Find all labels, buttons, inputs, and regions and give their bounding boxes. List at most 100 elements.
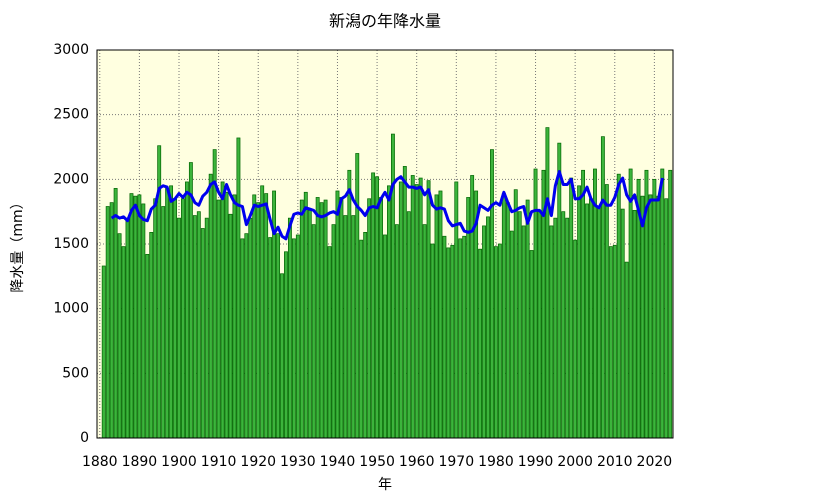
bar [192,215,197,439]
bar [379,197,383,439]
bar [141,203,146,439]
bar [331,224,336,439]
x-tick-label: 1980 [478,454,514,470]
x-tick-label: 1970 [438,454,474,470]
bar [501,193,506,439]
bar [577,185,582,439]
bar [545,127,550,439]
bar [236,137,241,439]
bar [525,199,530,439]
x-tick-label: 1990 [518,454,554,470]
bar [260,185,265,439]
bar [371,172,376,439]
bar [276,233,280,439]
y-tick-label: 0 [80,430,89,446]
bar [184,181,189,439]
bar [509,230,514,439]
bar [121,246,126,439]
bar [387,185,391,439]
bar [268,237,273,439]
y-axis-label: 降水量（mm） [10,195,26,292]
bar [161,206,166,439]
bar [406,211,411,439]
moving-average-line [110,170,664,241]
bar [418,177,423,439]
bar [648,194,653,439]
bar [363,232,368,439]
x-tick-label: 1950 [359,454,395,470]
bar [470,175,475,439]
bar [307,210,312,439]
bar [442,235,447,439]
x-tick-label: 1910 [201,454,237,470]
bar [252,194,257,439]
bar [367,198,372,439]
bar [323,199,328,439]
x-tick-label: 2010 [597,454,633,470]
chart-title: 新潟の年降水量 [329,12,441,31]
bar [490,149,494,439]
bar [585,203,589,439]
bar [335,190,340,439]
bar [319,202,324,439]
bar [101,265,106,439]
bar [390,133,395,439]
bar [339,197,344,439]
bar [137,194,142,439]
x-axis-label: 年 [378,477,392,493]
bar [596,207,601,439]
y-tick-label: 500 [62,365,89,381]
y-tick-label: 1000 [53,301,89,317]
bar [668,169,673,439]
bar [133,195,138,439]
bar [604,184,609,439]
bar [529,250,534,439]
bar [355,153,360,439]
y-tick-label: 3000 [53,42,89,58]
bar [569,177,574,439]
bar [299,199,304,439]
bar [117,233,122,439]
x-tick-label: 2020 [637,454,673,470]
bar [660,168,665,439]
bar [295,234,300,439]
bar [497,243,502,439]
bar [280,273,284,439]
bar [458,238,463,439]
bar [549,225,554,439]
bar [517,211,522,439]
x-tick-label: 2000 [557,454,593,470]
bar [493,246,498,439]
bar [145,253,150,439]
bar [446,247,451,439]
bar [581,169,586,439]
bar [359,239,364,439]
y-tick-label: 2000 [53,171,89,187]
y-tick-label: 1500 [53,236,89,252]
bar [181,198,185,439]
bar [105,206,110,439]
bar [482,225,486,439]
bar [220,181,225,439]
bar [612,244,617,439]
bar [196,211,201,439]
bar [565,217,570,439]
bar [232,194,237,439]
bar [537,211,542,439]
bar [228,213,233,439]
bar [422,224,427,439]
bar [608,246,613,439]
bar [414,184,419,439]
bar [244,233,249,439]
bar [394,224,399,439]
x-tick-label: 1920 [240,454,276,470]
bar [624,261,629,439]
bar [375,176,380,439]
bar [256,202,261,439]
bar [434,194,439,439]
bar [264,193,269,439]
bar [561,211,566,439]
bar [188,162,193,439]
bar [486,216,490,439]
